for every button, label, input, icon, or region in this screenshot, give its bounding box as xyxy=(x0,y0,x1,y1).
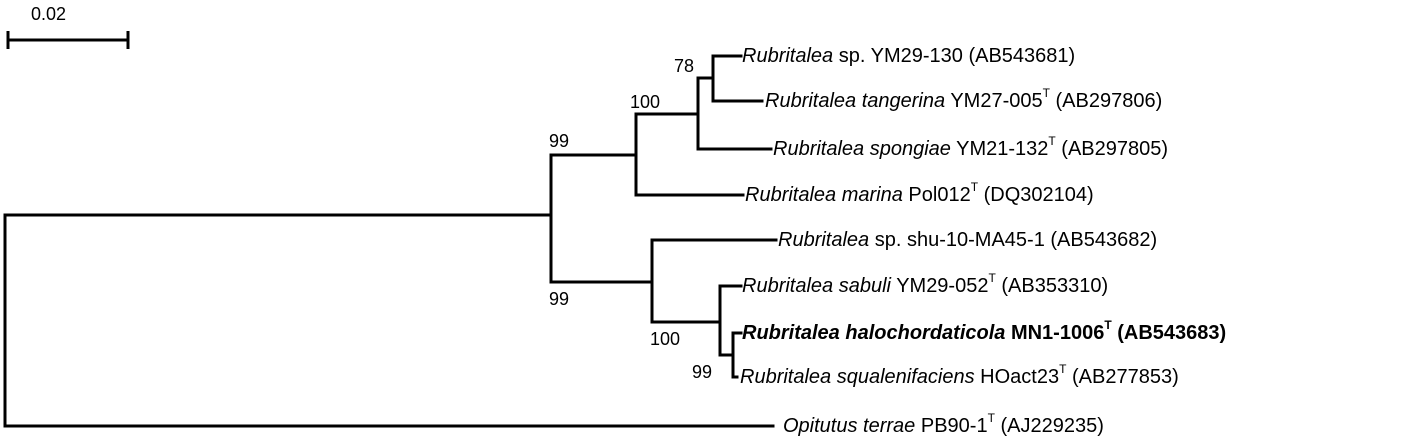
taxon-label: Opitutus terrae PB90-1T (AJ229235) xyxy=(783,411,1104,437)
taxon-label-highlighted: Rubritalea halochordaticola MN1-1006T (A… xyxy=(742,318,1227,344)
bootstrap-100-lower: 100 xyxy=(650,329,681,349)
bootstrap-99-upper: 99 xyxy=(549,131,570,151)
taxon-label: Rubritalea marina Pol012T (DQ302104) xyxy=(745,180,1094,206)
bootstrap-78: 78 xyxy=(674,56,695,76)
bootstrap-99-inner: 99 xyxy=(692,362,713,382)
scale-label: 0.02 xyxy=(31,4,67,24)
taxon-label: Rubritalea squalenifaciens HOact23T (AB2… xyxy=(740,362,1179,388)
taxon-label: Rubritalea sp. YM29-130 (AB543681) xyxy=(742,45,1076,67)
bootstrap-100-upper: 100 xyxy=(630,92,661,112)
taxon-label: Rubritalea sp. shu-10-MA45-1 (AB543682) xyxy=(778,229,1158,251)
bootstrap-99-lower: 99 xyxy=(549,289,570,309)
taxon-label: Rubritalea sabuli YM29-052T (AB353310) xyxy=(742,271,1109,297)
taxon-label: Rubritalea tangerina YM27-005T (AB297806… xyxy=(765,86,1163,112)
taxon-label: Rubritalea spongiae YM21-132T (AB297805) xyxy=(773,134,1169,160)
scale-bar xyxy=(6,31,130,49)
